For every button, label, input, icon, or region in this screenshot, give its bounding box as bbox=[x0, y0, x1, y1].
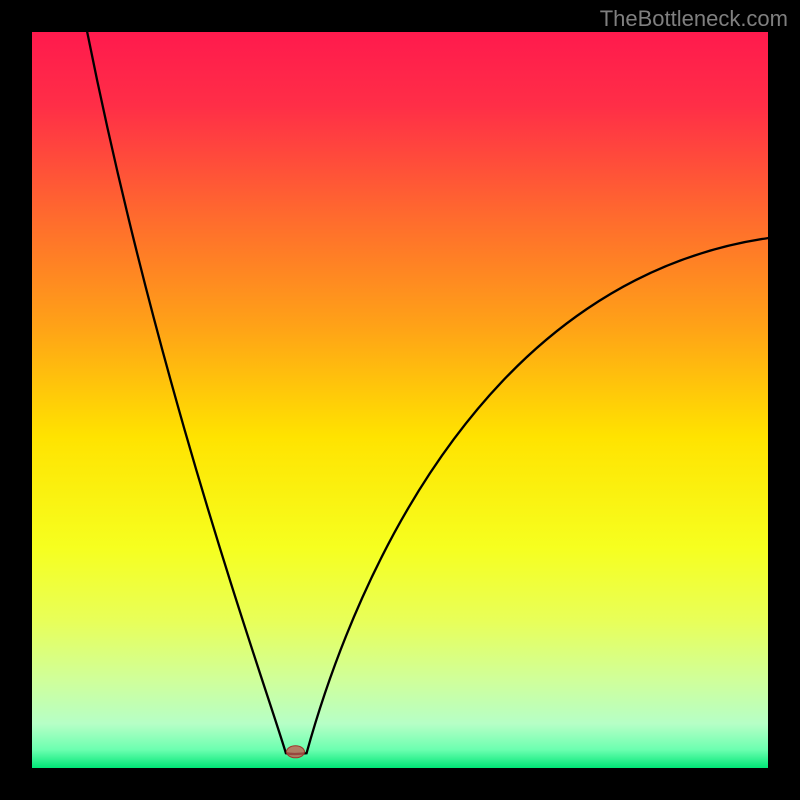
watermark-text: TheBottleneck.com bbox=[600, 6, 788, 32]
bottleneck-chart bbox=[32, 32, 768, 768]
optimal-point-marker bbox=[286, 746, 304, 758]
chart-background bbox=[32, 32, 768, 768]
